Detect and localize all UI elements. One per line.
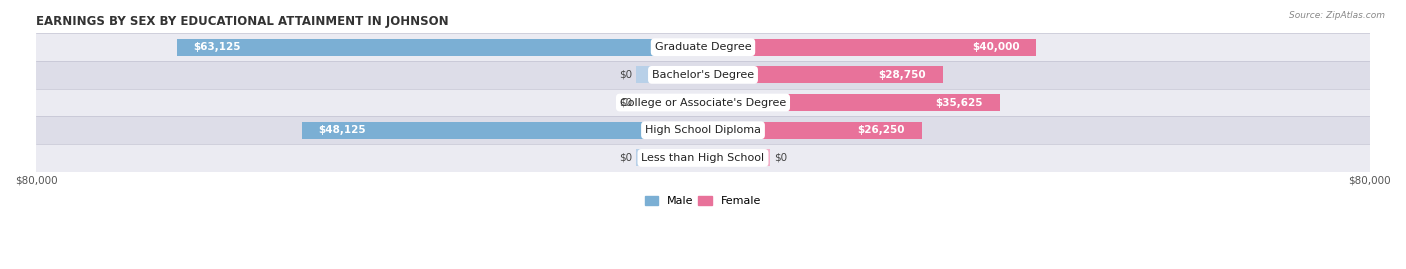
- Bar: [637, 66, 703, 83]
- Text: High School Diploma: High School Diploma: [645, 125, 761, 135]
- Bar: [37, 61, 1369, 89]
- Legend: Male, Female: Male, Female: [641, 191, 765, 211]
- Bar: [703, 66, 942, 83]
- Bar: [37, 33, 1369, 61]
- Bar: [703, 38, 1036, 56]
- Text: $40,000: $40,000: [972, 42, 1019, 52]
- Bar: [37, 144, 1369, 172]
- Bar: [637, 149, 703, 167]
- Bar: [302, 122, 703, 139]
- Text: $35,625: $35,625: [936, 98, 983, 108]
- Text: $28,750: $28,750: [879, 70, 927, 80]
- Bar: [37, 116, 1369, 144]
- Text: Graduate Degree: Graduate Degree: [655, 42, 751, 52]
- Bar: [37, 89, 1369, 116]
- Text: $63,125: $63,125: [194, 42, 240, 52]
- Text: Less than High School: Less than High School: [641, 153, 765, 163]
- Bar: [703, 149, 769, 167]
- Text: Source: ZipAtlas.com: Source: ZipAtlas.com: [1289, 11, 1385, 20]
- Text: $0: $0: [619, 153, 633, 163]
- Text: College or Associate's Degree: College or Associate's Degree: [620, 98, 786, 108]
- Text: Bachelor's Degree: Bachelor's Degree: [652, 70, 754, 80]
- Bar: [637, 94, 703, 111]
- Bar: [703, 122, 922, 139]
- Bar: [703, 94, 1000, 111]
- Text: $26,250: $26,250: [858, 125, 905, 135]
- Text: $0: $0: [619, 98, 633, 108]
- Text: $0: $0: [619, 70, 633, 80]
- Bar: [177, 38, 703, 56]
- Text: $48,125: $48,125: [319, 125, 366, 135]
- Text: $0: $0: [773, 153, 787, 163]
- Text: EARNINGS BY SEX BY EDUCATIONAL ATTAINMENT IN JOHNSON: EARNINGS BY SEX BY EDUCATIONAL ATTAINMEN…: [37, 15, 449, 28]
